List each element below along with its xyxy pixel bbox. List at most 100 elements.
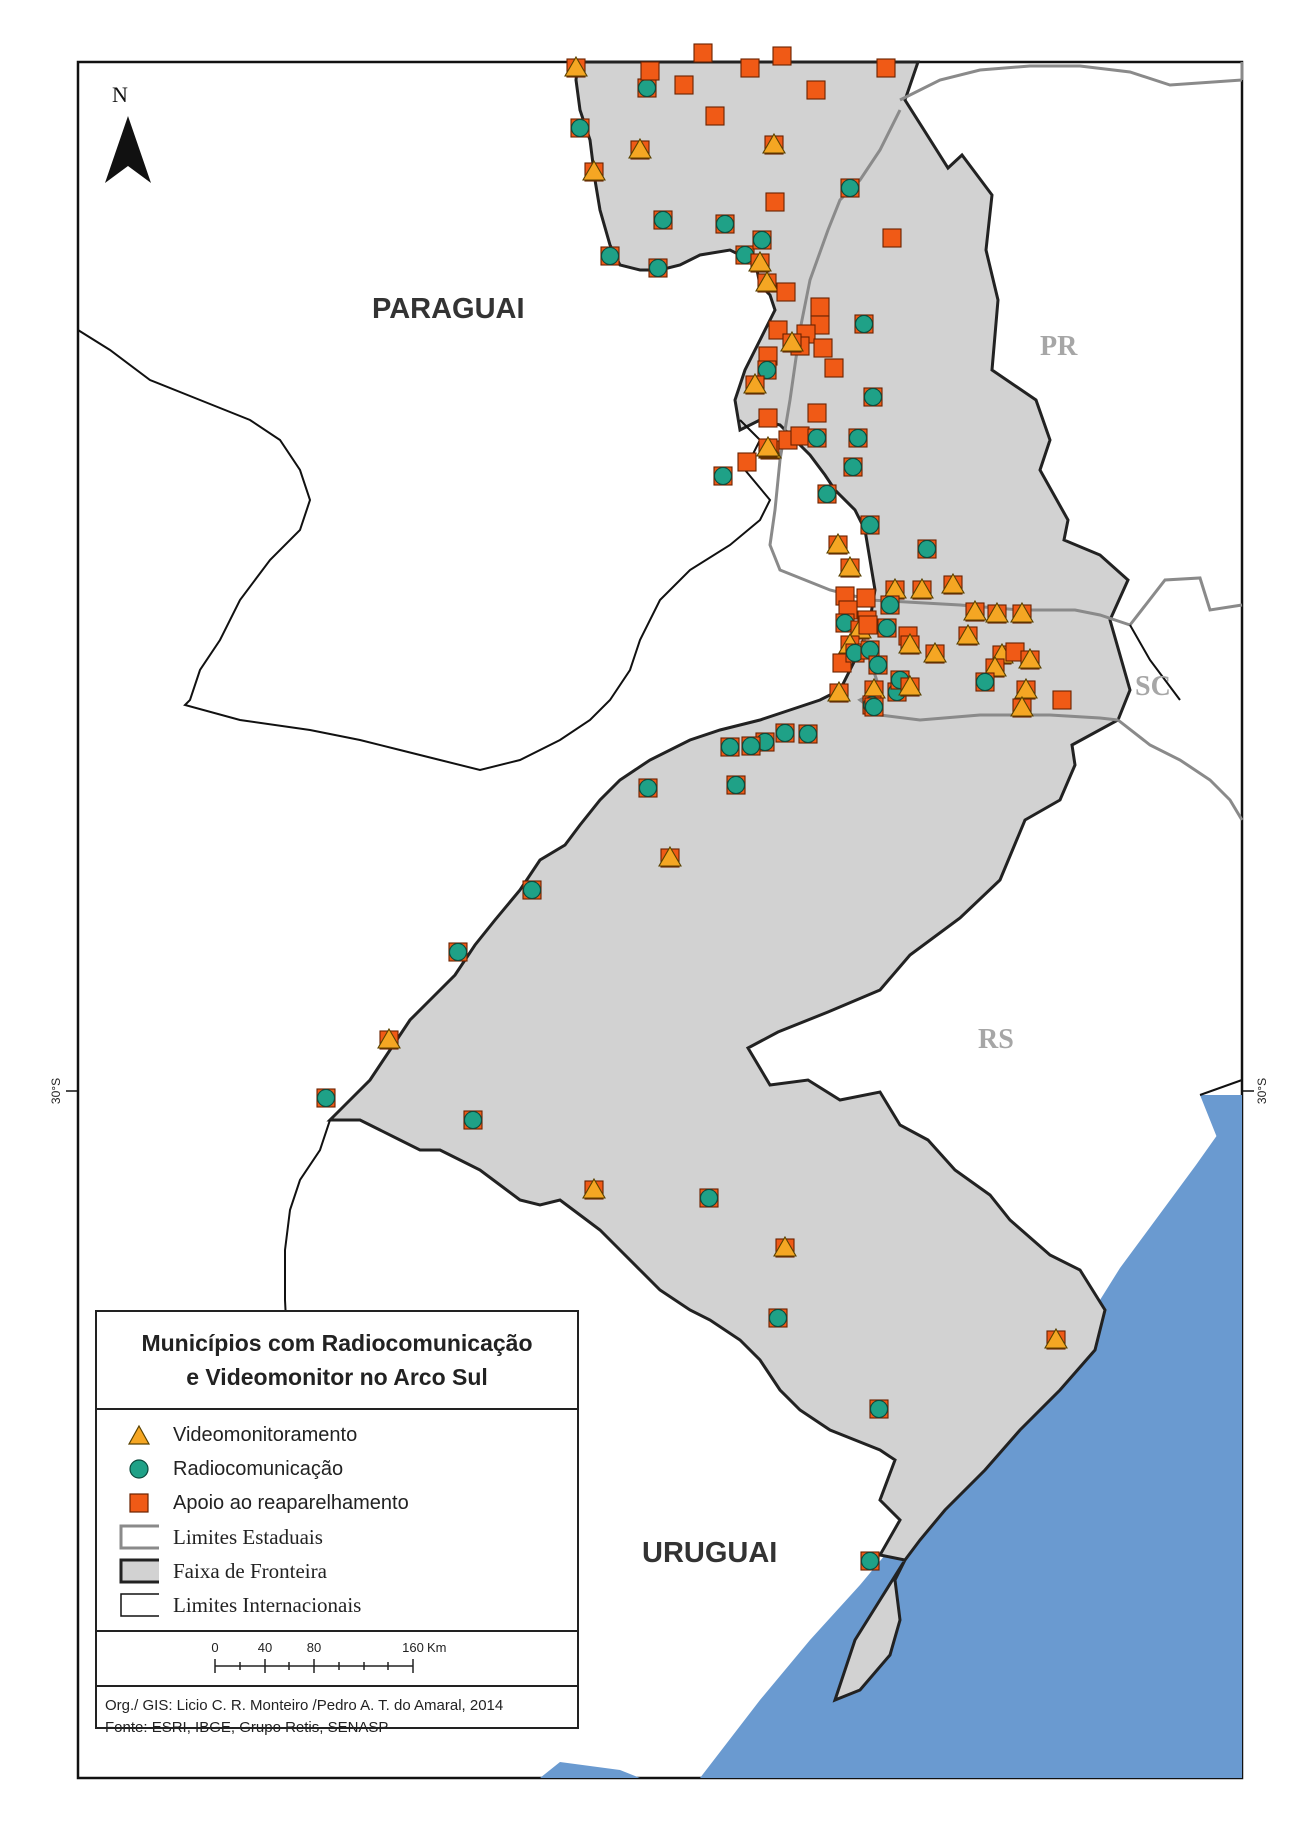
circle-icon: [877, 618, 897, 638]
credits: Org./ GIS: Licio C. R. Monteiro /Pedro A…: [97, 1687, 577, 1739]
municipality-symbols: [316, 43, 1072, 1571]
circle-icon: [860, 515, 880, 535]
square-icon: [790, 426, 810, 446]
square-icon: [758, 408, 778, 428]
legend-label: Limites Internacionais: [173, 1592, 362, 1617]
square-icon: [807, 403, 827, 423]
triangle-icon: [985, 601, 1009, 623]
square-icon: [705, 106, 725, 126]
legend-item-limites-internacionais: Limites Internacionais: [119, 1588, 577, 1622]
north-arrow: N: [105, 82, 151, 183]
credits-line1: Org./ GIS: Licio C. R. Monteiro /Pedro A…: [105, 1697, 504, 1714]
circle-icon: [757, 360, 777, 380]
triangle-icon: [910, 577, 934, 599]
legend-label: Faixa de Fronteira: [173, 1558, 327, 1583]
square-icon: [119, 1492, 159, 1514]
legend-title-line2: e Videomonitor no Arco Sul: [186, 1364, 488, 1390]
circle-icon: [917, 539, 937, 559]
legend-title-line1: Municípios com Radiocomunicação: [141, 1330, 533, 1356]
circle-icon: [653, 210, 673, 230]
triangle-icon: [826, 532, 850, 554]
square-icon: [824, 358, 844, 378]
legend-title: Municípios com Radiocomunicação e Videom…: [97, 1312, 577, 1410]
square-icon: [740, 58, 760, 78]
triangle-icon: [377, 1027, 401, 1049]
north-label: N: [112, 82, 128, 107]
circle-icon: [863, 387, 883, 407]
circle-icon: [975, 672, 995, 692]
legend-item-faixa-fronteira: Faixa de Fronteira: [119, 1554, 577, 1588]
scale-unit: Km: [427, 1640, 447, 1655]
square-icon: [810, 297, 830, 317]
circle-icon: [570, 118, 590, 138]
legend-item-radiocomunicacao: Radiocomunicação: [119, 1452, 577, 1486]
circle-icon: [752, 230, 772, 250]
state-label-sc: SC: [1135, 671, 1171, 702]
triangle-icon: [923, 641, 947, 663]
legend-item-limites-estaduais: Limites Estaduais: [119, 1520, 577, 1554]
triangle-icon: [898, 674, 922, 696]
scale-bar: 0 40 80 160 Km: [97, 1632, 577, 1687]
triangle-icon: [838, 555, 862, 577]
triangle-icon: [1044, 1327, 1068, 1349]
circle-icon: [880, 595, 900, 615]
international-swatch: [119, 1592, 159, 1618]
country-labels: PARAGUAI URUGUAI: [372, 293, 777, 1569]
circle-icon: [463, 1110, 483, 1130]
scale-bar-graphic: 0 40 80 160 Km: [211, 1640, 447, 1673]
ocean: [540, 1095, 1242, 1778]
square-icon: [1052, 690, 1072, 710]
graticule-label-left: 30°S: [49, 1078, 63, 1104]
circle-icon: [798, 724, 818, 744]
circle-icon: [600, 246, 620, 266]
state-label-pr: PR: [1040, 331, 1078, 362]
circle-icon: [860, 1551, 880, 1571]
circle-icon: [775, 723, 795, 743]
scale-tick-80: 80: [307, 1640, 321, 1655]
square-icon: [765, 192, 785, 212]
circle-icon: [869, 1399, 889, 1419]
triangle-icon: [780, 330, 804, 352]
square-icon: [776, 282, 796, 302]
triangle-icon: [658, 845, 682, 867]
triangle-icon: [1018, 647, 1042, 669]
legend-label: Radiocomunicação: [173, 1457, 344, 1480]
square-icon: [772, 46, 792, 66]
international-limits: [77, 325, 1243, 1321]
circle-icon: [119, 1458, 159, 1480]
triangle-icon: [956, 623, 980, 645]
circle-icon: [637, 78, 657, 98]
triangle-icon: [582, 159, 606, 181]
legend-label: Videomonitoramento: [173, 1423, 358, 1446]
state-limit-swatch: [119, 1524, 159, 1550]
scale-tick-40: 40: [258, 1640, 272, 1655]
circle-icon: [316, 1088, 336, 1108]
square-icon: [856, 588, 876, 608]
triangle-icon: [582, 1177, 606, 1199]
triangle-icon: [762, 132, 786, 154]
triangle-icon: [1014, 677, 1038, 699]
graticule: 30°S 30°S: [49, 1078, 1269, 1104]
triangle-icon: [628, 137, 652, 159]
square-icon: [737, 452, 757, 472]
circle-icon: [638, 778, 658, 798]
square-icon: [806, 80, 826, 100]
circle-icon: [699, 1188, 719, 1208]
circle-icon: [843, 457, 863, 477]
triangle-icon: [755, 270, 779, 292]
circle-icon: [807, 428, 827, 448]
square-icon: [813, 338, 833, 358]
square-icon: [693, 43, 713, 63]
circle-icon: [720, 737, 740, 757]
triangle-icon: [898, 632, 922, 654]
square-icon: [674, 75, 694, 95]
country-label-uruguai: URUGUAI: [642, 1537, 777, 1569]
circle-icon: [868, 655, 888, 675]
legend: Municípios com Radiocomunicação e Videom…: [95, 1310, 579, 1736]
scale-tick-160: 160: [402, 1640, 424, 1655]
circle-icon: [768, 1308, 788, 1328]
triangle-icon: [1010, 695, 1034, 717]
circle-icon: [713, 466, 733, 486]
legend-items: Videomonitoramento Radiocomunicação Apoi…: [97, 1410, 577, 1632]
triangle-icon: [1010, 601, 1034, 623]
